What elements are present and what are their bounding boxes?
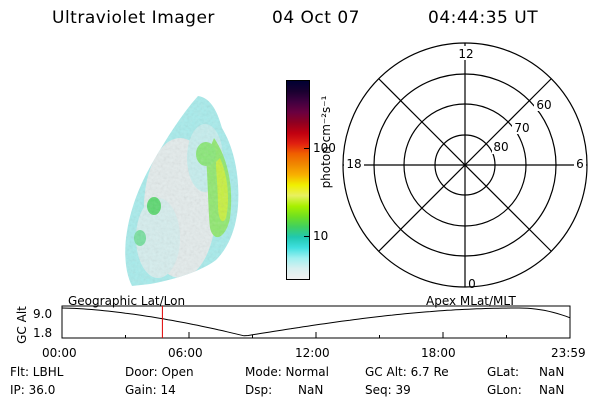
info-gain: Gain: 14 [125, 383, 176, 397]
auroral-image [125, 96, 239, 286]
info-gc-alt: GC Alt: 6.7 Re [365, 365, 449, 379]
colorbar [286, 80, 310, 280]
timeline-y-tick-min: 1.8 [33, 326, 53, 340]
polar-plot: 12 18 6 0 60 70 80 [342, 42, 588, 290]
timeline-left-title: Geographic Lat/Lon [68, 294, 186, 308]
timeline-x-tick-1200: 12:00 [295, 346, 330, 360]
polar-diagonal [378, 78, 552, 252]
timeline-x-tick-2359: 23:59 [551, 346, 586, 360]
date-label: 04 Oct 07 [272, 8, 360, 28]
lat-label-60: 60 [536, 98, 551, 112]
altitude-curve [61, 307, 571, 337]
mlt-label-6: 6 [576, 157, 584, 171]
colorbar-tick-mark [304, 236, 309, 237]
colorbar-tick-100: 100 [313, 141, 336, 155]
timeline-y-tick-max: 9.0 [33, 307, 53, 321]
info-seq: Seq: 39 [365, 383, 411, 397]
info-glat-value: NaN [539, 365, 565, 379]
colorbar-gradient [287, 81, 309, 279]
timeline-right-title: Apex MLat/MLT [426, 294, 516, 308]
auroral-image-content [125, 96, 239, 286]
info-ip: IP: 36.0 [10, 383, 56, 397]
info-filter: Flt: LBHL [10, 365, 64, 379]
mlt-label-18: 18 [346, 157, 361, 171]
mlt-label-0: 0 [468, 277, 476, 290]
info-glon-label: GLon: [487, 383, 522, 397]
timeline-x-tick-0000: 00:00 [42, 346, 77, 360]
lat-label-70: 70 [514, 121, 529, 135]
time-label: 04:44:35 UT [428, 8, 539, 28]
colorbar-tick-10: 10 [313, 229, 329, 243]
info-glon-value: NaN [539, 383, 565, 397]
colorbar-tick-mark [304, 148, 309, 149]
colorbar-unit-label: photon cm⁻²s⁻¹ [319, 95, 333, 189]
timeline-x-tick-1800: 18:00 [421, 346, 456, 360]
info-dsp-value: NaN [298, 383, 324, 397]
info-mode: Mode: Normal [245, 365, 329, 379]
instrument-title: Ultraviolet Imager [52, 8, 215, 28]
timeline-plot [61, 305, 571, 339]
timeline-y-label: GC Alt [15, 306, 29, 344]
info-glat-label: GLat: [487, 365, 520, 379]
info-door: Door: Open [125, 365, 194, 379]
timeline-x-tick-0600: 06:00 [168, 346, 203, 360]
mlt-label-12: 12 [458, 47, 473, 61]
lat-label-80: 80 [493, 140, 508, 154]
info-dsp-label: Dsp: [245, 383, 273, 397]
